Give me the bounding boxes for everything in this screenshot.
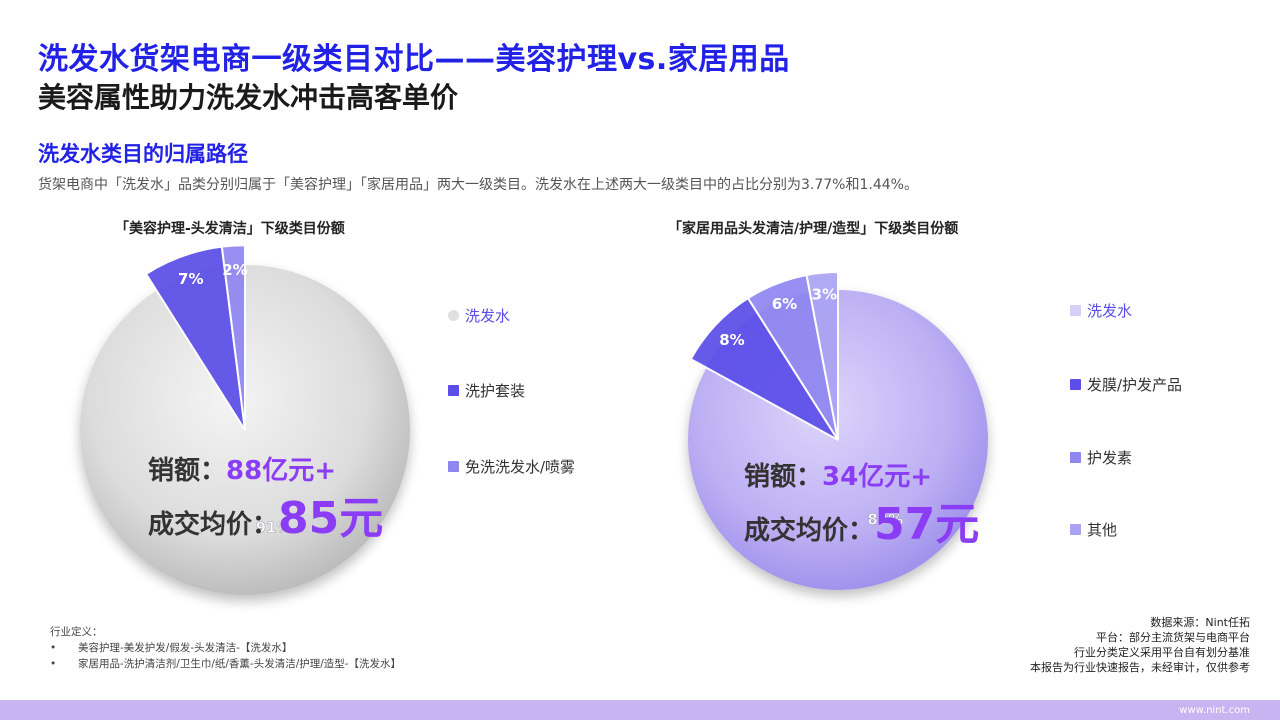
legend-swatch <box>1070 524 1081 535</box>
bullet-dot: • <box>50 642 57 654</box>
source-line: 行业分类定义采用平台自有划分基准 <box>1074 646 1250 659</box>
chart1-slice-2 <box>220 244 246 431</box>
legend-swatch <box>448 385 459 396</box>
legend-label: 洗发水 <box>1087 302 1133 320</box>
chart2-legend-item-shampoo: 洗发水 <box>1070 300 1132 321</box>
legend-swatch <box>1070 305 1081 316</box>
chart1-sales-value: 88亿元+ <box>226 456 336 486</box>
industry-definition-item: • 美容护理-美发护发/假发-头发清洁-【洗发水】 <box>50 640 401 656</box>
industry-definition: 行业定义： • 美容护理-美发护发/假发-头发清洁-【洗发水】 • 家居用品-洗… <box>50 624 401 672</box>
chart2-slice-3 <box>805 270 839 441</box>
industry-definition-item: • 家居用品-洗护清洁剂/卫生巾/纸/香薰-头发清洁/护理/造型-【洗发水】 <box>50 656 401 672</box>
footer-url: www.nint.com <box>1179 705 1250 716</box>
chart2-legend-item-mask: 发膜/护发产品 <box>1070 374 1182 395</box>
chart2-price-label: 成交均价： <box>744 516 875 546</box>
industry-definition-heading: 行业定义： <box>50 626 103 638</box>
chart2-price: 成交均价：57元 <box>744 488 979 552</box>
chart1-title: 「美容护理-头发清洁」下级类目份额 <box>115 221 345 237</box>
chart1-legend-item-shampoo: 洗发水 <box>448 305 510 326</box>
chart1-sales: 销额：88亿元+ <box>148 450 336 487</box>
chart2-sales-label: 销额： <box>744 462 823 492</box>
chart2-slice-label-3: 3% <box>812 286 837 304</box>
source-note: 数据来源：Nint任拓 平台：部分主流货架与电商平台 行业分类定义采用平台自有划… <box>1030 615 1250 675</box>
section-title: 洗发水类目的归属路径 <box>38 142 248 166</box>
chart1-price-value: 85元 <box>278 493 384 544</box>
legend-label: 其他 <box>1087 521 1118 539</box>
source-line: 平台：部分主流货架与电商平台 <box>1096 631 1250 644</box>
page-subtitle: 美容属性助力洗发水冲击高客单价 <box>38 81 459 114</box>
chart1-sales-label: 销额： <box>148 456 227 486</box>
chart2-sales: 销额：34亿元+ <box>744 456 932 493</box>
source-line: 数据来源：Nint任拓 <box>1150 616 1250 629</box>
chart2-price-value: 57元 <box>874 499 980 550</box>
chart1-legend-item-set: 洗护套装 <box>448 380 525 401</box>
chart2-slice-label-0: 83% <box>867 511 903 529</box>
industry-definition-text: 美容护理-美发护发/假发-头发清洁-【洗发水】 <box>78 642 293 654</box>
chart2-legend-item-other: 其他 <box>1070 519 1117 540</box>
footer-bar <box>0 700 1280 720</box>
legend-swatch <box>1070 379 1081 390</box>
chart2-slice-label-1: 8% <box>719 331 744 349</box>
bullet-dot: • <box>50 658 57 670</box>
legend-label: 发膜/护发产品 <box>1087 376 1183 394</box>
chart2-legend-item-conditioner: 护发素 <box>1070 447 1132 468</box>
industry-definition-text: 家居用品-洗护清洁剂/卫生巾/纸/香薰-头发清洁/护理/造型-【洗发水】 <box>78 658 402 670</box>
legend-label: 洗发水 <box>465 307 511 325</box>
legend-swatch <box>448 461 459 472</box>
legend-label: 免洗洗发水/喷雾 <box>465 458 576 476</box>
chart2-slice-label-2: 6% <box>772 295 797 313</box>
chart1-price-label: 成交均价： <box>148 510 279 540</box>
page-title: 洗发水货架电商一级类目对比——美容护理vs.家居用品 <box>38 42 790 77</box>
chart1-price: 成交均价：85元 <box>148 482 383 546</box>
chart2-title: 「家居用品头发清洁/护理/造型」下级类目份额 <box>668 221 959 237</box>
chart1-legend-item-dry: 免洗洗发水/喷雾 <box>448 456 575 477</box>
source-line: 本报告为行业快速报告，未经审计，仅供参考 <box>1030 661 1250 674</box>
chart2-sales-value: 34亿元+ <box>822 462 932 492</box>
legend-label: 护发素 <box>1087 449 1133 467</box>
section-description: 货架电商中「洗发水」品类分别归属于「美容护理」「家居用品」两大一级类目。洗发水在… <box>38 177 918 193</box>
legend-swatch <box>1070 452 1081 463</box>
chart1-slice-label-2: 2% <box>222 261 247 279</box>
legend-label: 洗护套装 <box>465 382 526 400</box>
chart1-slice-label-0: 91% <box>256 519 292 537</box>
legend-swatch <box>448 310 459 321</box>
chart1-slice-label-1: 7% <box>178 270 203 288</box>
